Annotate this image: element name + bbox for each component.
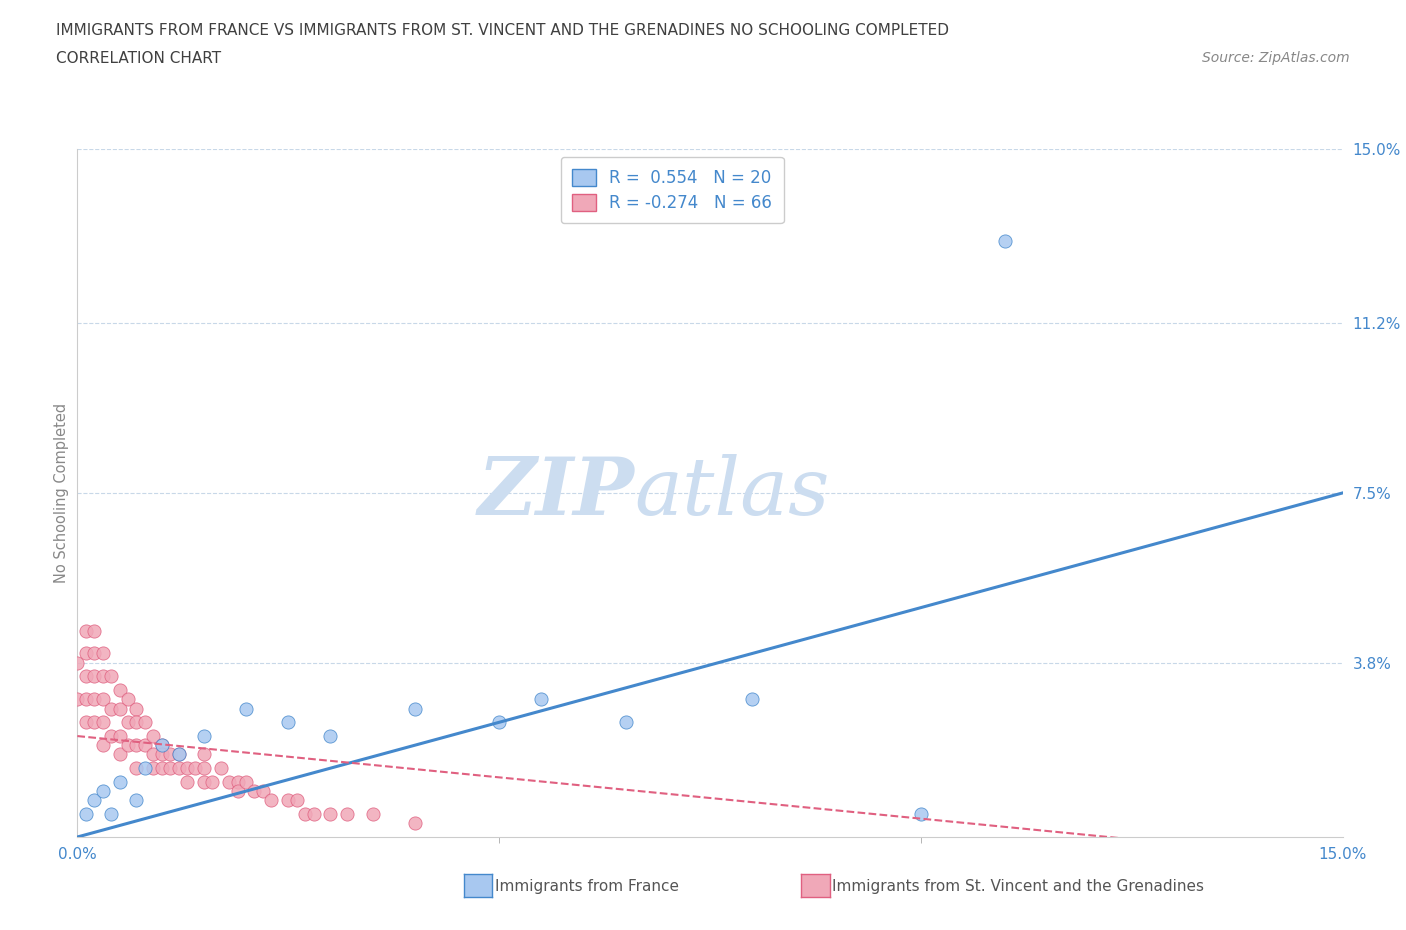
Point bbox=[125, 715, 148, 730]
Point bbox=[150, 737, 173, 752]
Point bbox=[741, 692, 763, 707]
Point bbox=[193, 728, 215, 743]
Point bbox=[488, 715, 510, 730]
Point bbox=[75, 669, 97, 684]
Y-axis label: No Schooling Completed: No Schooling Completed bbox=[53, 403, 69, 583]
Point bbox=[125, 701, 148, 716]
Point bbox=[243, 784, 266, 799]
Text: Immigrants from France: Immigrants from France bbox=[495, 879, 679, 894]
Point bbox=[66, 692, 89, 707]
Point bbox=[108, 701, 131, 716]
Point bbox=[108, 728, 131, 743]
Point bbox=[134, 737, 156, 752]
Point bbox=[319, 806, 342, 821]
Text: Source: ZipAtlas.com: Source: ZipAtlas.com bbox=[1202, 51, 1350, 65]
Point bbox=[614, 715, 637, 730]
Point bbox=[100, 701, 122, 716]
Point bbox=[361, 806, 384, 821]
Point bbox=[125, 761, 148, 776]
Point bbox=[167, 747, 190, 762]
Point bbox=[134, 761, 156, 776]
Point bbox=[176, 761, 198, 776]
Point bbox=[404, 701, 426, 716]
Point bbox=[91, 669, 114, 684]
Point bbox=[150, 747, 173, 762]
Point bbox=[226, 775, 249, 790]
Point bbox=[91, 646, 114, 661]
Point bbox=[193, 775, 215, 790]
Point bbox=[117, 692, 139, 707]
Point bbox=[125, 737, 148, 752]
Point bbox=[176, 775, 198, 790]
Point bbox=[91, 784, 114, 799]
Point bbox=[994, 233, 1017, 248]
Point bbox=[142, 761, 165, 776]
Point bbox=[235, 775, 257, 790]
Point bbox=[184, 761, 207, 776]
Point bbox=[100, 728, 122, 743]
Point bbox=[83, 646, 105, 661]
Point bbox=[193, 761, 215, 776]
Point bbox=[117, 715, 139, 730]
Point bbox=[319, 728, 342, 743]
Point bbox=[277, 715, 299, 730]
Point bbox=[167, 761, 190, 776]
Point bbox=[201, 775, 224, 790]
Point bbox=[150, 761, 173, 776]
Text: Immigrants from St. Vincent and the Grenadines: Immigrants from St. Vincent and the Gren… bbox=[832, 879, 1205, 894]
Point bbox=[910, 806, 932, 821]
Point bbox=[218, 775, 240, 790]
Point bbox=[134, 715, 156, 730]
Legend: R =  0.554   N = 20, R = -0.274   N = 66: R = 0.554 N = 20, R = -0.274 N = 66 bbox=[561, 157, 783, 223]
Point bbox=[75, 806, 97, 821]
Point bbox=[530, 692, 553, 707]
Point bbox=[142, 728, 165, 743]
Point bbox=[75, 623, 97, 638]
Point bbox=[83, 692, 105, 707]
Point bbox=[193, 747, 215, 762]
Point bbox=[260, 793, 283, 808]
Point bbox=[91, 715, 114, 730]
Point bbox=[83, 623, 105, 638]
Text: CORRELATION CHART: CORRELATION CHART bbox=[56, 51, 221, 66]
Point bbox=[100, 669, 122, 684]
Point bbox=[83, 793, 105, 808]
Point bbox=[100, 806, 122, 821]
Point bbox=[75, 715, 97, 730]
Point bbox=[75, 692, 97, 707]
Point bbox=[83, 715, 105, 730]
Point bbox=[277, 793, 299, 808]
Point bbox=[285, 793, 308, 808]
Point bbox=[83, 669, 105, 684]
Point bbox=[252, 784, 274, 799]
Point bbox=[91, 692, 114, 707]
Point bbox=[336, 806, 359, 821]
Point bbox=[91, 737, 114, 752]
Text: IMMIGRANTS FROM FRANCE VS IMMIGRANTS FROM ST. VINCENT AND THE GRENADINES NO SCHO: IMMIGRANTS FROM FRANCE VS IMMIGRANTS FRO… bbox=[56, 23, 949, 38]
Point bbox=[159, 761, 181, 776]
Point bbox=[108, 683, 131, 698]
Text: ZIP: ZIP bbox=[477, 454, 634, 532]
Point bbox=[66, 656, 89, 671]
Point bbox=[117, 737, 139, 752]
Text: atlas: atlas bbox=[634, 454, 830, 532]
Point bbox=[226, 784, 249, 799]
Point bbox=[75, 646, 97, 661]
Point bbox=[159, 747, 181, 762]
Point bbox=[209, 761, 232, 776]
Point bbox=[108, 747, 131, 762]
Point bbox=[235, 701, 257, 716]
Point bbox=[150, 737, 173, 752]
Point bbox=[167, 747, 190, 762]
Point bbox=[125, 793, 148, 808]
Point bbox=[108, 775, 131, 790]
Point bbox=[404, 816, 426, 830]
Point bbox=[302, 806, 325, 821]
Point bbox=[294, 806, 316, 821]
Point bbox=[142, 747, 165, 762]
